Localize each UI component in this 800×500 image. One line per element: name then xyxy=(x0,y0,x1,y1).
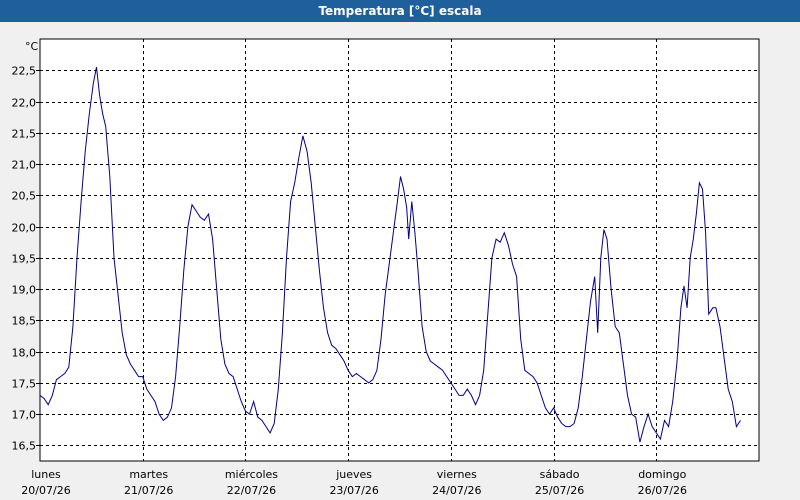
grid-lines xyxy=(40,39,759,461)
temperature-chart: 16,5 17,0 17,5 18,0 18,5 19,0 19,5 20,0 20,5 21,0… xyxy=(12,38,760,498)
x-tick-date-label: 25/07/26 xyxy=(535,484,584,497)
axis-ticks: 16,5 17,0 17,5 18,0 18,5 19,0 19,5 20,0 20,5 21,0… xyxy=(12,65,687,498)
y-tick-label: 16,5 xyxy=(12,440,37,453)
x-tick-date-label: 20/07/26 xyxy=(21,484,70,497)
y-axis-unit-label: °C xyxy=(25,40,39,53)
x-tick-day-label: sábado xyxy=(540,468,580,481)
x-tick-date-label: 23/07/26 xyxy=(329,484,378,497)
y-tick-label: 17,5 xyxy=(12,378,37,391)
x-tick-day-label: viernes xyxy=(437,468,477,481)
x-tick-day-label: martes xyxy=(129,468,168,481)
x-tick-day-label: domingo xyxy=(638,468,686,481)
x-tick-date-label: 26/07/26 xyxy=(638,484,687,497)
y-tick-label: 20,0 xyxy=(12,222,37,235)
x-tick-date-label: 22/07/26 xyxy=(227,484,276,497)
y-tick-label: 19,0 xyxy=(12,284,37,297)
y-tick-label: 17,0 xyxy=(12,409,37,422)
y-tick-label: 19,5 xyxy=(12,253,37,266)
plot-area xyxy=(39,38,760,462)
temperature-series-line xyxy=(39,67,741,443)
chart-title: Temperatura [°C] escala xyxy=(0,0,800,22)
y-tick-label: 22,5 xyxy=(12,65,37,78)
y-tick-label: 22,0 xyxy=(12,97,37,110)
y-tick-label: 20,5 xyxy=(12,190,37,203)
x-tick-day-label: lunes xyxy=(31,468,61,481)
y-tick-label: 18,0 xyxy=(12,347,37,360)
y-tick-label: 18,5 xyxy=(12,315,37,328)
x-tick-date-label: 24/07/26 xyxy=(432,484,481,497)
y-tick-label: 21,0 xyxy=(12,159,37,172)
x-tick-day-label: jueves xyxy=(335,468,372,481)
x-tick-date-label: 21/07/26 xyxy=(124,484,173,497)
series-layer xyxy=(39,67,741,443)
x-tick-day-label: miércoles xyxy=(225,468,278,481)
y-tick-label: 21,5 xyxy=(12,128,37,141)
